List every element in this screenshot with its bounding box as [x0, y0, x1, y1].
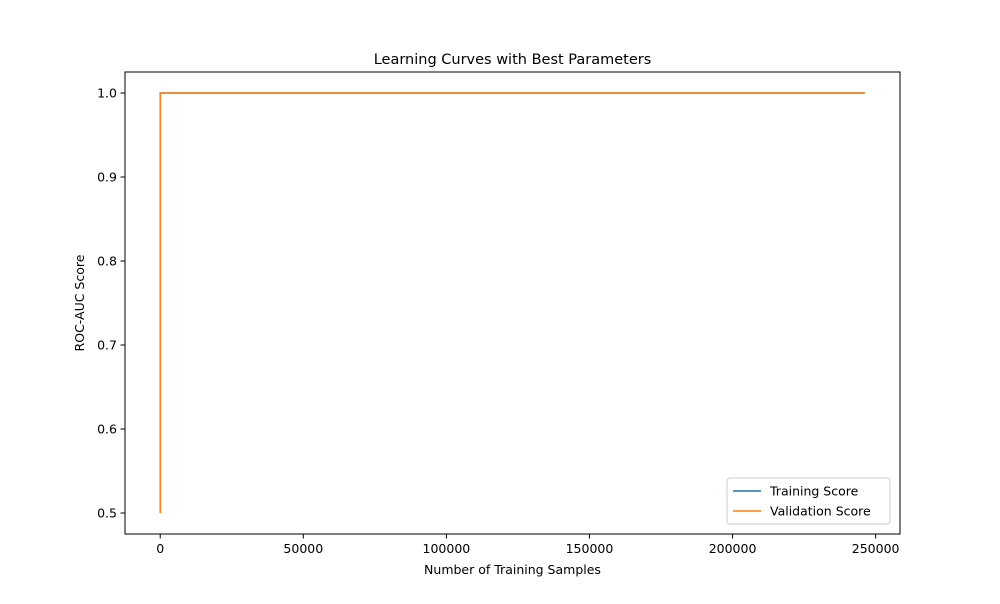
legend: Training Score Validation Score: [726, 477, 891, 525]
y-tick-label: 0.9: [97, 170, 117, 185]
series-line-validation-score: [159, 92, 865, 513]
series-lines: [159, 92, 865, 513]
x-axis-ticks: 0 50000 100000 150000 200000 250000: [156, 534, 900, 556]
x-tick-label: 100000: [423, 541, 471, 556]
x-axis-label: Number of Training Samples: [424, 562, 601, 577]
y-tick-label: 0.7: [97, 338, 117, 353]
y-axis-label: ROC-AUC Score: [72, 254, 87, 351]
y-tick-label: 0.6: [97, 422, 117, 437]
legend-box: [726, 477, 891, 525]
legend-label: Validation Score: [770, 504, 871, 519]
legend-label: Training Score: [769, 484, 859, 499]
y-tick-label: 0.8: [97, 254, 117, 269]
x-tick-label: 250000: [852, 541, 900, 556]
x-tick-label: 150000: [566, 541, 614, 556]
x-tick-label: 200000: [709, 541, 757, 556]
y-tick-label: 0.5: [97, 506, 117, 521]
x-tick-label: 0: [156, 541, 164, 556]
y-tick-label: 1.0: [97, 86, 117, 101]
x-tick-label: 50000: [283, 541, 323, 556]
plot-frame: [124, 71, 901, 535]
chart-title: Learning Curves with Best Parameters: [374, 52, 652, 68]
y-axis-ticks: 0.5 0.6 0.7 0.8 0.9 1.0: [97, 86, 125, 521]
